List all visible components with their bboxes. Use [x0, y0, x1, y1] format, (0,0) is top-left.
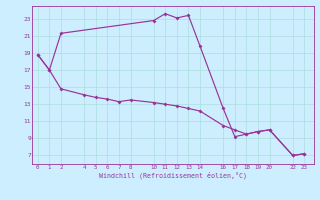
- X-axis label: Windchill (Refroidissement éolien,°C): Windchill (Refroidissement éolien,°C): [99, 172, 247, 179]
